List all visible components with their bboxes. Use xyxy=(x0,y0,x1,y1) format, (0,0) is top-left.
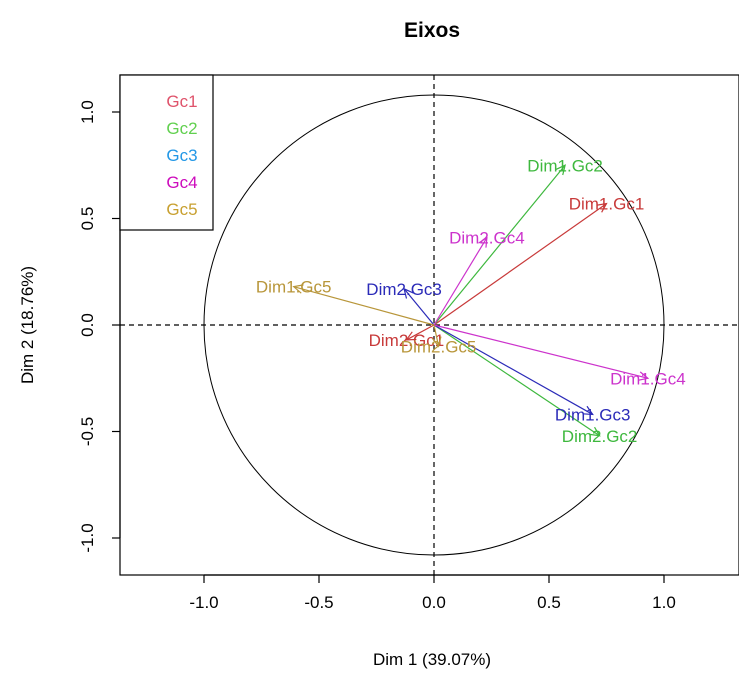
y-tick-label: 0.0 xyxy=(78,313,97,337)
vectors-layer: Dim1.Gc1 Dim2.Gc1 Dim1.Gc2 Dim2.Gc2 Dim1.Gc3… xyxy=(256,156,686,446)
vector-arrowhead xyxy=(637,371,650,381)
legend-entry-gc4: Gc4 xyxy=(166,173,197,192)
vector-label: Dim2.Gc3 xyxy=(366,280,442,299)
vector-label: Dim2.Gc5 xyxy=(401,337,477,356)
vector-dim2-gc4: Dim2.Gc4 xyxy=(433,229,525,326)
vector-arrowhead xyxy=(431,336,442,348)
vector-arrowhead xyxy=(582,405,594,416)
vector-line xyxy=(433,164,566,326)
vector-label: Dim1.Gc1 xyxy=(569,195,645,214)
vector-line xyxy=(403,288,435,326)
vector-arrowhead xyxy=(555,164,566,176)
vector-dim1-gc4: Dim1.Gc4 xyxy=(433,324,686,388)
vector-dim2-gc3: Dim2.Gc3 xyxy=(366,280,442,326)
vector-line xyxy=(433,324,440,347)
vector-label: Dim1.Gc5 xyxy=(256,278,332,297)
y-tick-label: 1.0 xyxy=(78,100,97,124)
legend-box xyxy=(119,74,214,231)
vector-dim2-gc5: Dim2.Gc5 xyxy=(401,324,477,356)
legend: Gc1 Gc2 Gc3 Gc4 Gc5 xyxy=(119,74,214,231)
vector-arrowhead xyxy=(478,236,488,248)
vector-dim1-gc3: Dim1.Gc3 xyxy=(433,324,631,424)
vector-arrowhead xyxy=(292,284,304,294)
y-axis: -1.0 -0.5 0.0 0.5 1.0 xyxy=(78,100,121,553)
y-tick-label: -1.0 xyxy=(78,523,97,552)
vector-line xyxy=(293,286,435,326)
vector-line xyxy=(433,324,600,437)
x-tick-label: -0.5 xyxy=(304,593,333,612)
y-tick-label: -0.5 xyxy=(78,417,97,446)
vector-dim1-gc1: Dim1.Gc1 xyxy=(433,195,645,326)
y-axis-label: Dim 2 (18.76%) xyxy=(18,266,37,384)
vector-dim1-gc5: Dim1.Gc5 xyxy=(256,278,435,326)
vector-line xyxy=(433,203,607,326)
vector-dim1-gc2: Dim1.Gc2 xyxy=(433,156,603,326)
vector-label: Dim1.Gc2 xyxy=(527,156,603,175)
vector-label: Dim2.Gc2 xyxy=(562,427,638,446)
legend-entry-gc1: Gc1 xyxy=(166,92,197,111)
x-tick-label: 0.0 xyxy=(422,593,446,612)
vector-arrowhead xyxy=(405,331,417,341)
vector-label: Dim2.Gc1 xyxy=(369,331,445,350)
vector-arrowhead xyxy=(403,287,414,299)
vector-label: Dim1.Gc4 xyxy=(610,369,686,388)
vector-line xyxy=(433,324,649,379)
x-tick-label: 0.5 xyxy=(537,593,561,612)
plot-area: Dim1.Gc1 Dim2.Gc1 Dim1.Gc2 Dim2.Gc2 Dim1.Gc3… xyxy=(120,75,739,575)
chart-title: Eixos xyxy=(404,19,460,42)
vector-line xyxy=(406,324,435,341)
legend-entry-gc3: Gc3 xyxy=(166,146,197,165)
vector-dim2-gc1: Dim2.Gc1 xyxy=(369,324,445,350)
vector-line xyxy=(433,324,593,415)
vector-arrowhead xyxy=(589,426,601,437)
x-axis: -1.0 -0.5 0.0 0.5 1.0 xyxy=(189,574,676,612)
x-axis-label: Dim 1 (39.07%) xyxy=(373,650,491,669)
legend-entry-gc2: Gc2 xyxy=(166,119,197,138)
vector-arrowhead xyxy=(596,202,608,213)
legend-entry-gc5: Gc5 xyxy=(166,200,197,219)
vector-label: Dim2.Gc4 xyxy=(449,229,525,248)
vector-label: Dim1.Gc3 xyxy=(555,405,631,424)
vector-line xyxy=(433,237,488,326)
vector-dim2-gc2: Dim2.Gc2 xyxy=(433,324,638,446)
x-tick-label: -1.0 xyxy=(189,593,218,612)
y-tick-label: 0.5 xyxy=(78,207,97,231)
x-tick-label: 1.0 xyxy=(652,593,676,612)
